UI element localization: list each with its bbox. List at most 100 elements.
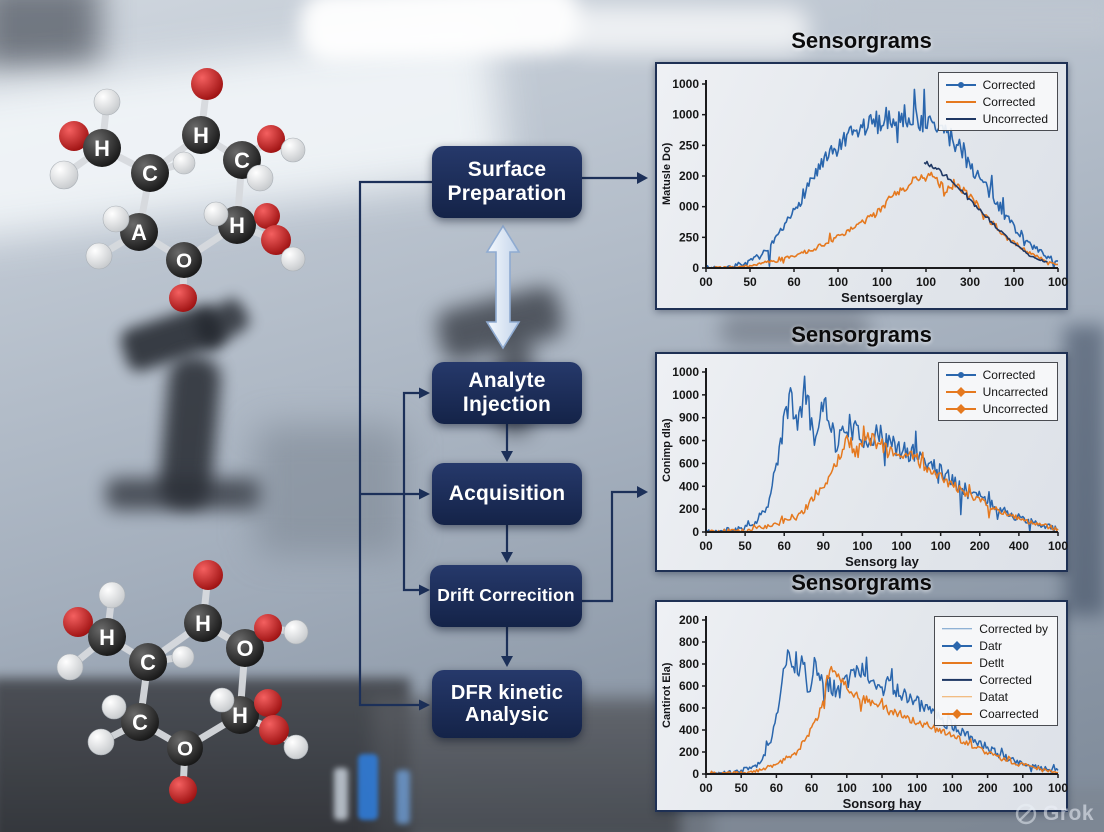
svg-text:C: C (142, 161, 158, 186)
legend-label: Coarrected (979, 706, 1039, 721)
grok-watermark: Grok (1014, 802, 1094, 826)
legend-line-sample (945, 80, 976, 90)
legend-line-sample (942, 624, 973, 634)
flow-step-analyte-injection: Analyte Injection (432, 362, 582, 424)
legend-label: Corrected (982, 367, 1036, 382)
flow-step-acquisition: Acquisition (432, 463, 582, 525)
bench-left (0, 678, 410, 832)
legend-line-sample (942, 675, 973, 685)
legend-line-sample (945, 97, 976, 107)
svg-text:0: 0 (692, 261, 699, 275)
svg-text:60: 60 (805, 781, 819, 795)
legend-entry: Corrected by (942, 621, 1048, 636)
chart-2-plot: 1000 1000 900 600 600 400 200 000 50 60 90 100 100 10… (672, 365, 1068, 553)
chart-3-legend: Corrected by Datr Detlt Corrected Datat Coarr… (934, 616, 1058, 726)
svg-text:100: 100 (942, 781, 962, 795)
svg-text:250: 250 (679, 138, 699, 152)
microscope-stage (106, 478, 262, 510)
svg-text:60: 60 (778, 539, 792, 553)
flow-step-kinetic-analysis: DFR kinetic Analysic (432, 670, 582, 738)
chart-3-title: Sensorgrams (791, 570, 932, 595)
chart-3-y-axis-title: Cantirot Ela) (661, 662, 673, 728)
svg-text:800: 800 (679, 657, 699, 671)
legend-entry: Datr (942, 638, 1048, 653)
legend-label: Uncorrected (982, 401, 1048, 416)
equipment-right-strip (1064, 325, 1104, 615)
svg-text:50: 50 (743, 275, 757, 289)
svg-text:600: 600 (679, 434, 699, 448)
sensorgram-chart-3: 200 800 800 600 600 400 200 0 00 50 60 60 100 100 100 1… (655, 600, 1068, 812)
svg-text:100: 100 (1013, 781, 1033, 795)
svg-text:0: 0 (692, 525, 699, 539)
legend-label: Corrected by (979, 621, 1048, 636)
svg-text:100: 100 (916, 275, 936, 289)
svg-text:100: 100 (1048, 275, 1068, 289)
svg-text:00: 00 (699, 539, 713, 553)
svg-text:1000: 1000 (672, 388, 699, 402)
legend-entry: Uncorrected (945, 401, 1048, 416)
svg-text:100: 100 (1004, 275, 1024, 289)
legend-line-sample (945, 386, 976, 397)
legend-line-sample (942, 708, 973, 719)
svg-text:400: 400 (679, 479, 699, 493)
legend-entry: Corrected (945, 77, 1048, 92)
svg-text:100: 100 (892, 539, 912, 553)
lab-equipment-gray (255, 425, 405, 555)
svg-text:1000: 1000 (672, 77, 699, 91)
flow-step-drift-correction: Drift Correcition (430, 565, 582, 627)
svg-text:600: 600 (679, 456, 699, 470)
legend-label: Datat (979, 689, 1008, 704)
legend-line-sample (945, 370, 976, 380)
svg-text:1000: 1000 (672, 365, 699, 379)
svg-text:100: 100 (1048, 781, 1068, 795)
grok-logo-icon (1015, 803, 1037, 825)
svg-text:100: 100 (907, 781, 927, 795)
legend-label: Detlt (979, 655, 1004, 670)
arrowheads (419, 172, 648, 711)
svg-text:300: 300 (960, 275, 980, 289)
svg-text:400: 400 (1009, 539, 1029, 553)
svg-text:200: 200 (679, 502, 699, 516)
svg-text:C: C (140, 650, 156, 675)
svg-text:0: 0 (692, 767, 699, 781)
microscope-eyepiece (190, 294, 254, 352)
svg-text:H: H (195, 611, 211, 636)
svg-text:90: 90 (817, 539, 831, 553)
svg-text:100: 100 (1048, 539, 1068, 553)
svg-text:H: H (193, 123, 209, 148)
svg-text:O: O (237, 636, 254, 661)
grok-watermark-label: Grok (1042, 802, 1094, 825)
legend-entry: Coarrected (942, 706, 1048, 721)
svg-text:250: 250 (679, 230, 699, 244)
legend-entry: Uncorrected (945, 111, 1048, 126)
svg-text:200: 200 (679, 745, 699, 759)
microscope-body (157, 354, 223, 510)
legend-entry: Corrected (945, 94, 1048, 109)
svg-text:A: A (131, 220, 147, 245)
svg-text:O: O (177, 738, 193, 761)
legend-label: Datr (979, 638, 1002, 653)
svg-text:50: 50 (735, 781, 749, 795)
sensorgram-chart-2: 1000 1000 900 600 600 400 200 0 00 50 60 90 100 100 10… (655, 352, 1068, 572)
legend-line-sample (942, 658, 973, 668)
svg-text:H: H (229, 213, 245, 238)
ceiling-light (298, 0, 582, 63)
svg-text:000: 000 (679, 200, 699, 214)
svg-text:H: H (99, 625, 115, 650)
legend-line-sample (942, 692, 973, 702)
lab-dark-corner (0, 0, 100, 70)
lab-light-band (0, 25, 507, 245)
gray-vial (334, 768, 348, 820)
legend-line-sample (942, 640, 973, 651)
svg-text:100: 100 (828, 275, 848, 289)
svg-text:900: 900 (679, 411, 699, 425)
chart-3-x-axis-title: Sonsorg hay (842, 796, 922, 811)
blue-vial (358, 754, 378, 820)
chart-1-y-axis-title: Matusle Do) (661, 142, 673, 206)
sensorgram-chart-1: 1000 1000 250 200 000 250 0 00 50 60 100 100 100 300 1… (655, 62, 1068, 310)
svg-text:100: 100 (872, 781, 892, 795)
svg-text:800: 800 (679, 635, 699, 649)
